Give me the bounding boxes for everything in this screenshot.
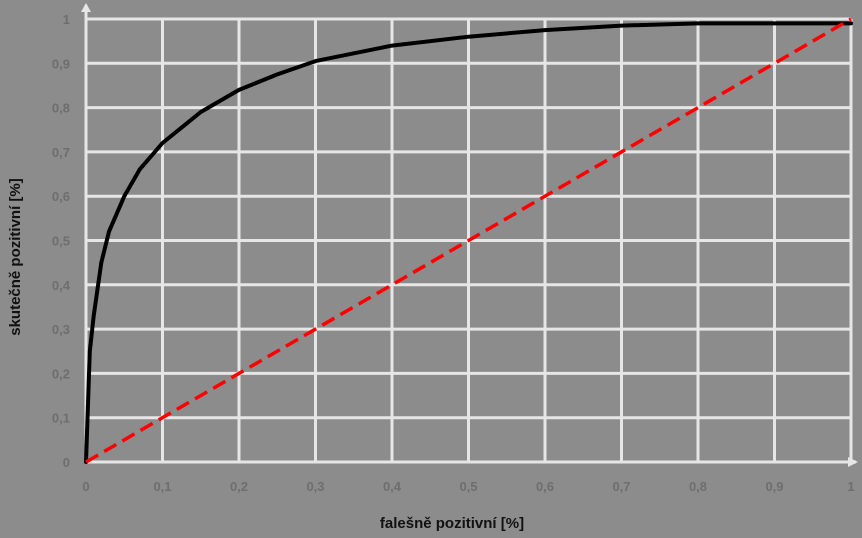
x-tick-label: 0,4 [383,479,402,494]
y-tick-label: 0 [63,455,70,470]
y-tick-label: 1 [63,12,70,27]
y-tick-labels: 0 0,1 0,2 0,3 0,4 0,5 0,6 0,7 0,8 0,9 1 [52,12,71,470]
y-axis-title: skutečně pozitivní [%] [7,178,24,336]
x-tick-label: 1 [847,479,854,494]
y-tick-label: 0,4 [52,278,71,293]
y-tick-label: 0,8 [52,101,70,116]
x-tick-label: 0,9 [765,479,783,494]
x-tick-label: 0,8 [689,479,707,494]
y-tick-label: 0,7 [52,145,70,160]
axes [81,3,858,467]
y-axis-arrow [81,3,91,12]
x-axis-title: falešně pozitivní [%] [380,515,524,532]
y-tick-label: 0,2 [52,366,70,381]
x-tick-label: 0,7 [612,479,630,494]
y-tick-label: 0,3 [52,322,70,337]
x-tick-label: 0,1 [153,479,171,494]
series-lines [84,17,853,464]
x-tick-label: 0,5 [459,479,477,494]
y-tick-label: 0,9 [52,56,70,71]
x-axis-arrow [848,457,858,467]
diagonal-reference-line [85,17,852,464]
x-tick-label: 0,2 [230,479,248,494]
y-tick-label: 0,5 [52,234,70,249]
x-tick-labels: 0 0,1 0,2 0,3 0,4 0,5 0,6 0,7 0,8 0,9 1 [82,479,854,494]
x-tick-label: 0,3 [306,479,324,494]
roc-curve-line [84,21,853,464]
y-tick-label: 0,1 [52,411,70,426]
x-tick-label: 0 [82,479,89,494]
x-tick-label: 0,6 [536,479,554,494]
y-tick-label: 0,6 [52,189,70,204]
